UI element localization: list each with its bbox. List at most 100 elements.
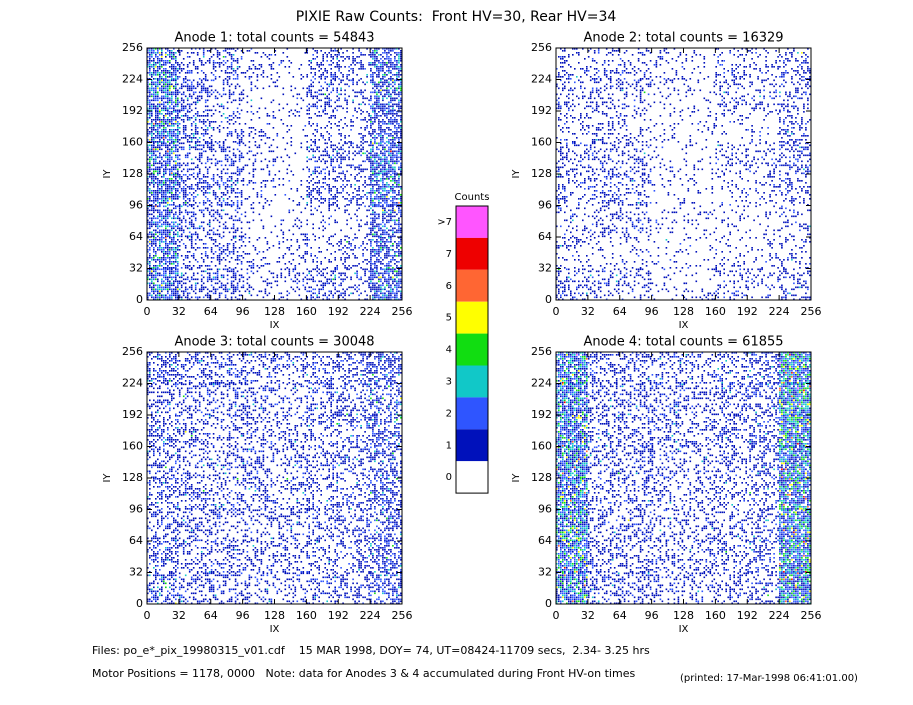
count-cell <box>643 91 646 94</box>
count-cell <box>248 488 257 492</box>
count-cell <box>715 237 747 269</box>
count-cell <box>338 237 370 269</box>
count-cell <box>627 519 630 522</box>
count-cell <box>274 268 307 301</box>
count-cell <box>747 268 779 299</box>
count-cell <box>338 543 370 569</box>
count-cell <box>651 541 684 573</box>
count-cell <box>683 572 716 605</box>
colorbar-label: >7 <box>437 217 452 228</box>
count-cell <box>763 586 777 591</box>
count-cell <box>669 502 672 504</box>
count-cell <box>765 255 777 263</box>
count-cell <box>611 559 614 561</box>
count-cell <box>276 111 307 137</box>
count-cell <box>274 111 307 143</box>
count-cell <box>587 268 620 299</box>
count-cell <box>147 205 179 238</box>
count-cell <box>178 205 205 238</box>
count-cell <box>556 572 588 605</box>
y-tick-label: 128 <box>531 167 552 180</box>
x-tick-label: 96 <box>236 305 250 318</box>
x-tick-label: 128 <box>264 609 285 622</box>
count-cell <box>647 500 650 502</box>
count-cell <box>182 519 193 532</box>
count-cell <box>562 441 574 447</box>
count-cell <box>717 511 743 538</box>
count-cell <box>779 446 811 477</box>
count-cell <box>178 174 211 206</box>
colorbar-swatch <box>456 269 488 302</box>
count-cell <box>619 417 652 447</box>
count-cell <box>180 545 209 573</box>
count-cell <box>587 174 620 206</box>
count-cell <box>707 213 710 216</box>
x-tick-label: 96 <box>645 609 659 622</box>
count-cell <box>586 358 588 360</box>
count-cell <box>711 527 714 530</box>
count-cell <box>306 545 338 573</box>
count-cell <box>619 146 652 173</box>
count-cell <box>274 415 305 441</box>
x-tick-label: 224 <box>769 609 790 622</box>
count-cell <box>214 142 243 175</box>
count-cell <box>338 48 370 80</box>
count-cell <box>236 478 239 480</box>
count-cell <box>619 446 652 479</box>
count-cell <box>729 121 731 123</box>
count-cell <box>783 372 793 384</box>
colorbar-label: 7 <box>446 249 452 260</box>
count-cell <box>747 156 775 173</box>
count-cell <box>715 79 747 112</box>
count-cell <box>747 142 779 175</box>
count-cell <box>306 48 338 80</box>
count-cell <box>178 446 207 479</box>
count-cell <box>689 549 692 551</box>
y-tick-label: 160 <box>122 136 143 149</box>
count-cell <box>759 95 761 98</box>
count-cell <box>210 448 239 471</box>
x-tick-label: 160 <box>296 305 317 318</box>
count-cell <box>178 415 211 447</box>
x-tick-label: 0 <box>553 305 560 318</box>
count-cell <box>803 496 805 498</box>
count-cell <box>338 142 366 173</box>
count-cell <box>725 482 733 506</box>
x-tick-label: 256 <box>801 609 822 622</box>
count-cell <box>683 174 714 204</box>
count-cell <box>370 446 402 479</box>
count-cell <box>801 52 803 54</box>
count-cell <box>556 572 588 605</box>
count-cell <box>723 387 731 394</box>
count-cell <box>147 383 179 416</box>
count-cell <box>779 79 807 112</box>
count-cell <box>147 268 179 301</box>
count-cell <box>747 127 769 143</box>
count-cell <box>202 490 205 492</box>
count-cell <box>366 74 368 76</box>
count-cell <box>338 268 370 301</box>
count-cell <box>178 572 211 605</box>
x-tick-label: 32 <box>581 305 595 318</box>
count-cell <box>619 268 652 301</box>
count-cell <box>306 196 308 204</box>
count-cell <box>178 270 207 301</box>
count-cell <box>587 383 620 416</box>
y-tick-label: 224 <box>531 377 552 390</box>
count-cell <box>169 380 171 382</box>
count-cell <box>338 572 370 605</box>
count-cell <box>147 142 179 175</box>
count-cell <box>715 383 747 416</box>
count-cell <box>619 176 652 204</box>
count-cell <box>147 383 179 416</box>
count-cell <box>360 374 362 376</box>
colorbar-label: 3 <box>446 376 452 387</box>
count-cell <box>556 48 588 80</box>
count-cell <box>266 588 271 603</box>
count-cell <box>149 241 151 243</box>
count-cell <box>779 383 811 416</box>
count-cell <box>556 142 588 175</box>
count-cell <box>338 478 370 510</box>
count-cell <box>651 446 684 479</box>
count-cell <box>779 48 811 80</box>
